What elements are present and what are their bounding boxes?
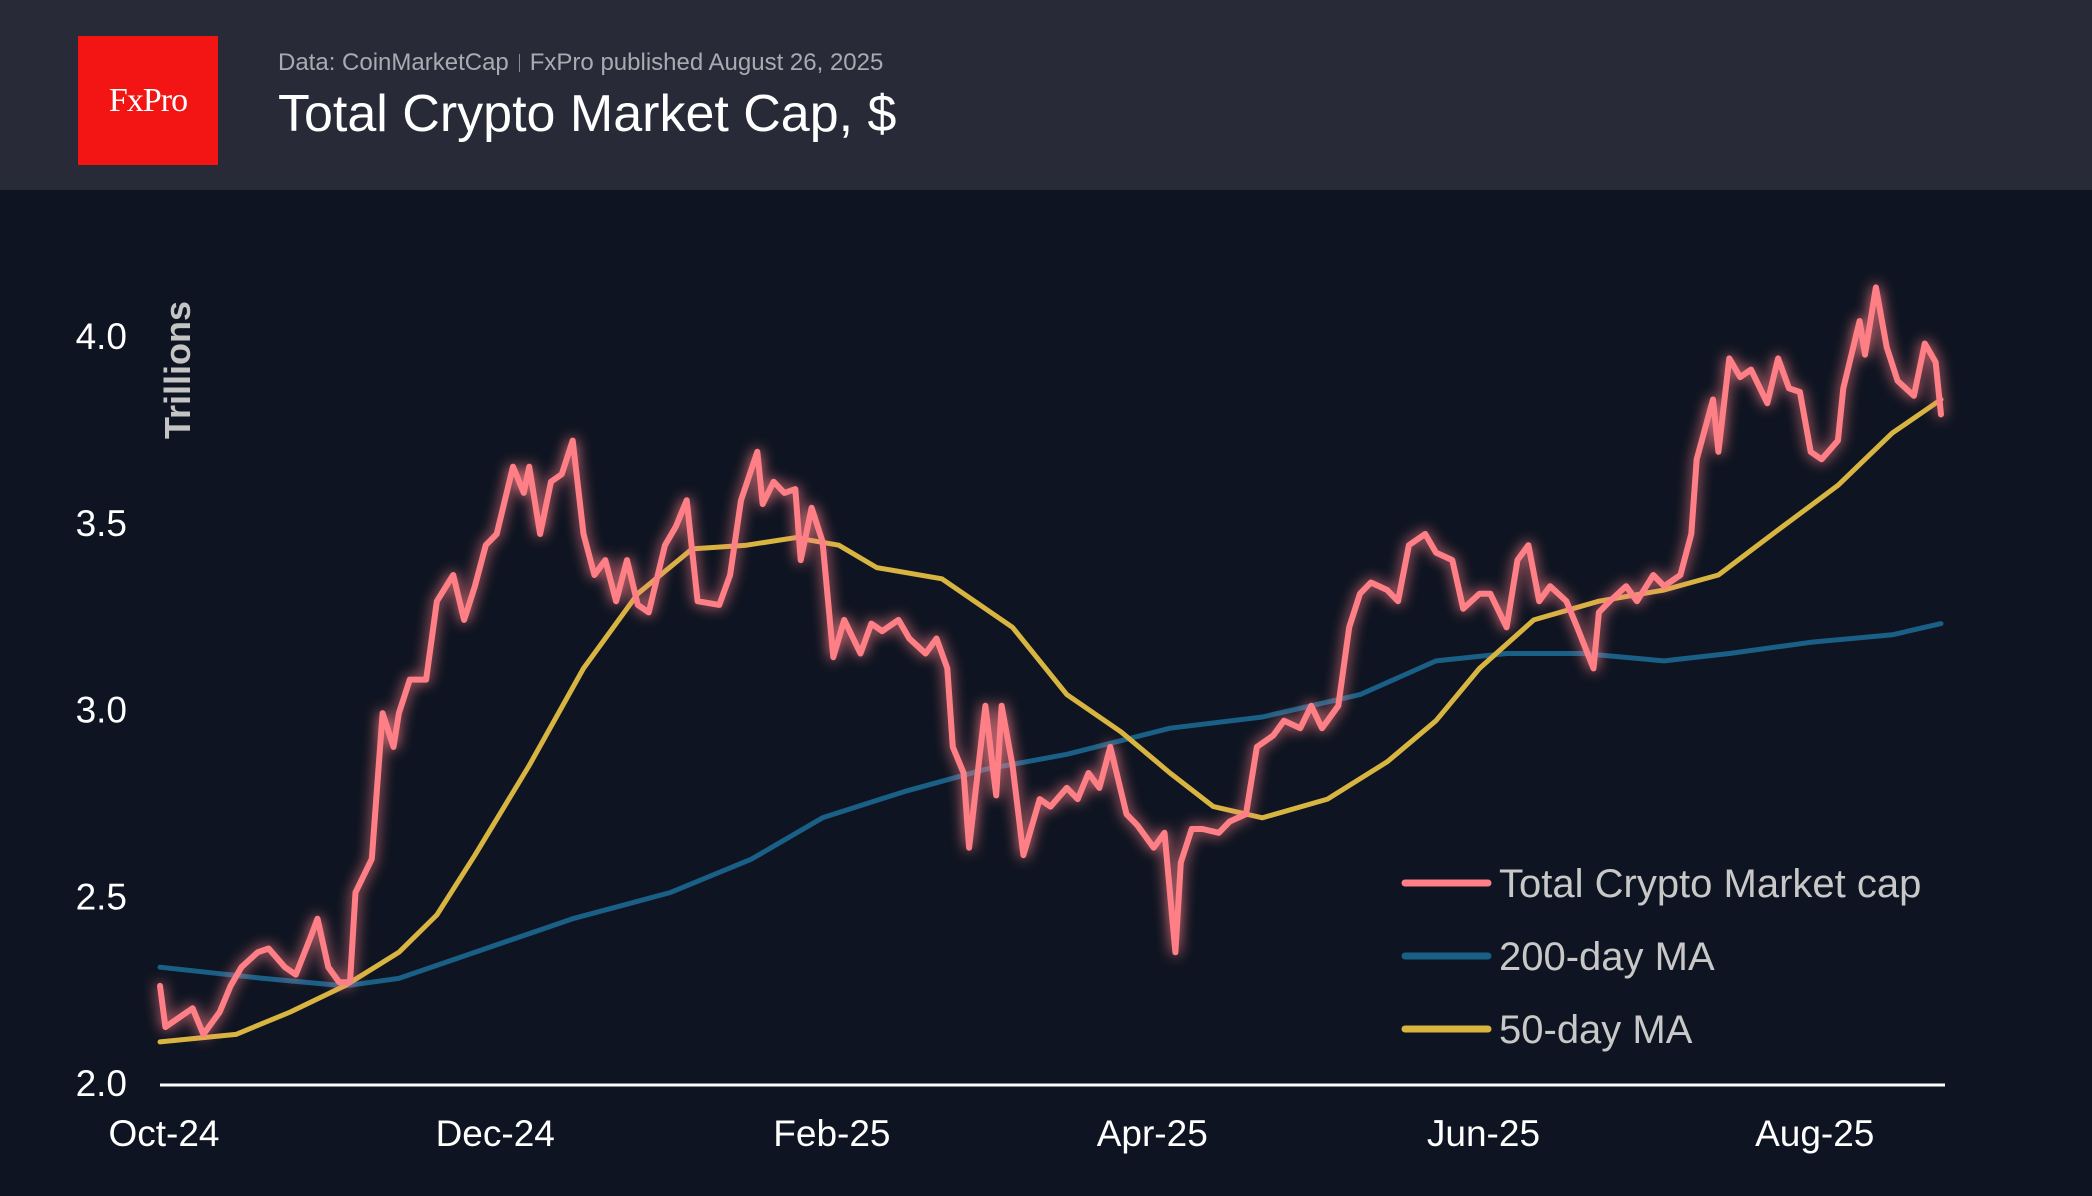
series-line-total bbox=[157, 284, 1944, 1038]
y-tick-label: 3.5 bbox=[76, 503, 127, 544]
x-tick-label: Oct-24 bbox=[108, 1113, 219, 1154]
logo-text: FxPro bbox=[108, 81, 188, 119]
legend-label-ma200: 200-day MA bbox=[1499, 935, 1715, 979]
x-tick-label: Dec-24 bbox=[436, 1113, 555, 1154]
series-line-ma200 bbox=[157, 621, 1944, 989]
y-axis-label: Trillions bbox=[157, 301, 198, 439]
x-tick-label: Apr-25 bbox=[1097, 1113, 1208, 1154]
page-title: Total Crypto Market Cap, $ bbox=[278, 85, 897, 143]
separator bbox=[518, 54, 520, 72]
x-tick-label: Aug-25 bbox=[1755, 1113, 1874, 1154]
x-tick-label: Feb-25 bbox=[773, 1113, 890, 1154]
y-tick-label: 2.0 bbox=[76, 1063, 127, 1104]
y-tick-label: 2.5 bbox=[76, 876, 127, 917]
published-date: FxPro published August 26, 2025 bbox=[529, 49, 884, 76]
data-source: Data: CoinMarketCap bbox=[278, 49, 509, 76]
legend-label-total: Total Crypto Market cap bbox=[1499, 862, 1921, 906]
x-tick-label: Jun-25 bbox=[1427, 1113, 1540, 1154]
legend: Total Crypto Market cap 200-day MA 50-day … bbox=[1401, 862, 1921, 1052]
y-tick-label: 4.0 bbox=[76, 316, 127, 357]
header: FxPro Data: CoinMarketCap FxPro published… bbox=[0, 0, 2092, 190]
legend-label-ma50: 50-day MA bbox=[1499, 1008, 1693, 1052]
y-tick-label: 3.0 bbox=[76, 690, 127, 731]
fxpro-logo: FxPro bbox=[78, 36, 218, 165]
subtitle: Data: CoinMarketCap FxPro published Augus… bbox=[278, 49, 883, 77]
